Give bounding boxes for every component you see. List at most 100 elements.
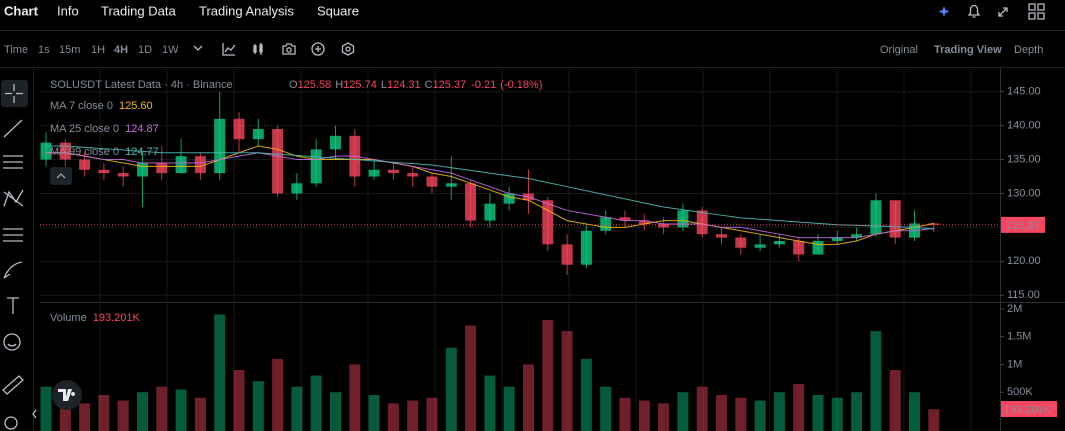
view-button[interactable]: Original [880,44,918,56]
volume-bar [523,364,534,431]
interval-button[interactable]: 15m [59,44,80,56]
drawing-tools[interactable] [1,80,28,430]
ma-value: 125.60 [119,100,153,112]
add-icon[interactable] [311,42,325,56]
volume-bar [117,400,129,431]
candle-body [291,183,303,194]
volume-bar [194,397,206,431]
volume-bar [59,397,71,431]
candle-body [426,176,438,187]
toolbar-icons[interactable] [193,42,355,56]
volume-bar [445,347,457,431]
interval-dropdown[interactable] [193,45,203,51]
volume-bar [233,370,245,431]
candle-icon[interactable] [253,43,263,55]
view-button[interactable]: Trading View [934,44,1002,56]
volume-bar [831,397,843,431]
candle-body [619,217,631,221]
fullscreen-icon[interactable] [998,7,1008,17]
crosshair-tool[interactable] [5,84,23,103]
volume-bar [677,392,689,431]
channel-tool[interactable] [3,155,23,169]
add-plus [315,46,321,52]
candle-body [831,237,843,241]
ruler-tool[interactable] [2,375,24,395]
y-tick-label: 130.00 [1007,187,1041,199]
nav-tab[interactable]: Info [57,3,79,18]
ma-name: MA 25 close 0 [50,123,119,135]
nav-tab[interactable]: Chart [4,3,39,18]
candle-body [175,156,187,174]
candle-body [79,159,91,170]
volume-bar [735,397,747,431]
candle-body [484,203,496,221]
volume-badge-label: 193.201K [1004,404,1052,416]
volume-bar [909,392,920,431]
candle-body [233,118,245,140]
ohlc-key: O [289,79,298,91]
tool-selected-bg [1,80,28,107]
volume-bar [349,364,361,431]
interval-button[interactable]: 1s [38,44,50,56]
bell-icon[interactable] [967,4,981,18]
volume-bar [175,389,187,431]
volume-bar [600,386,612,431]
candle-body [503,193,515,204]
top-right-icons[interactable] [938,3,1045,20]
volume-bar [98,395,110,431]
interval-button[interactable]: 1D [138,44,152,56]
candle-body [851,234,863,238]
interval-button[interactable]: 1W [162,44,179,56]
candle-body [272,129,284,194]
ai-icon[interactable] [938,6,950,17]
collapse-arrow[interactable] [32,409,37,419]
interval-button[interactable]: 1H [91,44,105,56]
brush-tool[interactable] [3,261,23,279]
legend-collapse[interactable] [50,167,72,185]
candle-body [928,223,940,225]
emoji-tool[interactable] [3,333,21,351]
pattern-tool[interactable] [3,189,24,207]
settings-icon[interactable] [341,42,355,56]
candle-body [59,142,71,160]
volume-bar [793,383,805,431]
ohlc-key: H [335,79,343,91]
view-button[interactable]: Depth [1014,44,1043,56]
chart-logo [52,380,82,410]
nav-tab[interactable]: Square [317,3,359,18]
candle-body [156,162,168,174]
chart-title: SOLUSDT Latest Data · 4h · Binance [50,79,233,91]
line-tool[interactable] [3,119,23,138]
volume-bar [658,403,670,431]
candle-body [870,200,882,235]
candle-body [407,173,419,177]
ohlc-value: 125.58 [298,79,332,91]
nav-tab[interactable]: Trading Analysis [199,3,294,18]
interval-button[interactable]: Time [4,44,28,56]
change-pct: (-0.18%) [500,79,542,91]
volume-badge [1001,401,1057,417]
fib-tool[interactable] [3,228,23,242]
text-tool[interactable] [7,297,19,314]
volume-bar [561,331,573,431]
screenshot-icon[interactable] [282,43,296,55]
ma-name: MA 99 close 0 [50,146,119,158]
zoom-tool[interactable] [4,416,18,430]
volume-bar [638,400,650,431]
ohlc-key: L [381,79,387,91]
layout-icon[interactable] [1028,3,1045,20]
candle-body [793,240,805,255]
volume-bar [928,409,940,431]
nav-tab[interactable]: Trading Data [101,3,176,18]
candle-body [368,169,380,177]
candle-body [716,234,727,238]
volume-bar [696,386,708,431]
interval-button[interactable]: 4H [114,44,128,56]
volume-bar [754,400,766,431]
volume-bar [272,358,284,431]
volume-bar [503,386,515,431]
volume-bar [580,358,592,431]
logo-mark [58,389,76,401]
indicator-icon[interactable] [222,43,236,56]
